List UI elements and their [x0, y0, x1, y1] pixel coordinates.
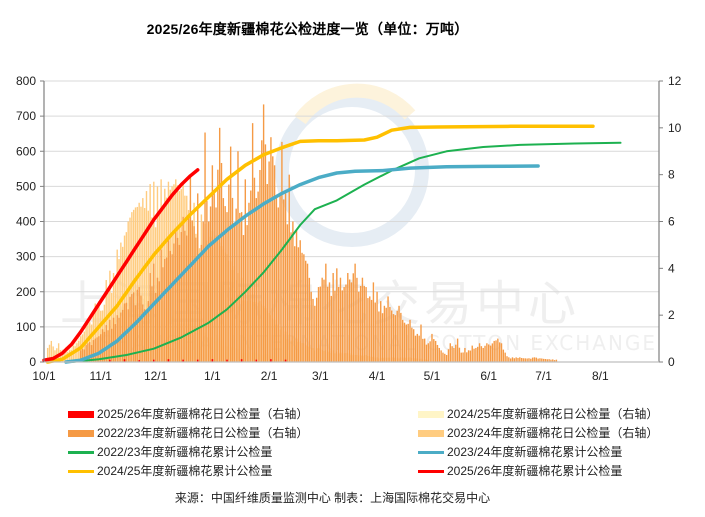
legend-item: 2023/24年度新疆棉花累计公检量	[418, 443, 622, 461]
source-note: 来源：中国纤维质量监测中心 制表：上海国际棉花交易中心	[0, 489, 705, 506]
y-right-tick-label: 2	[668, 308, 675, 322]
legend-label: 2022/23年度新疆棉花累计公检量	[97, 445, 273, 459]
y-right-tick-label: 0	[668, 355, 675, 369]
legend-item: 2024/25年度新疆棉花日公检量（右轴）	[418, 405, 658, 423]
x-tick-label: 3/1	[312, 369, 329, 383]
chart-plot: 上海国际棉花交易中心SHANGHAI INTERNATIONAL COTTON …	[16, 74, 682, 383]
x-tick-label: 4/1	[369, 369, 386, 383]
cumulative-line	[64, 164, 540, 364]
cumulative-line	[42, 168, 200, 362]
legend-line-swatch-icon	[418, 470, 444, 474]
legend-item: 2024/25年度新疆棉花累计公检量	[68, 462, 272, 480]
y-left-tick-label: 300	[16, 250, 36, 264]
x-tick-label: 10/1	[32, 369, 56, 383]
y-left-tick-label: 500	[16, 179, 36, 193]
chart-title-text: 2025/26年度新疆棉花公检进度一览（单位：万吨）	[146, 21, 469, 37]
legend-label: 2025/26年度新疆棉花日公检量（右轴）	[97, 407, 309, 421]
legend-bar-swatch-icon	[68, 430, 94, 438]
cumulative-lines	[42, 124, 622, 364]
legend-label: 2024/25年度新疆棉花日公检量（右轴）	[447, 407, 659, 421]
legend-bar-swatch-icon	[418, 430, 444, 438]
legend-label: 2024/25年度新疆棉花累计公检量	[97, 464, 273, 478]
legend-label: 2022/23年度新疆棉花日公检量（右轴）	[97, 426, 309, 440]
legend-item: 2023/24年度新疆棉花日公检量（右轴）	[418, 424, 658, 442]
legend-bar-swatch-icon	[68, 411, 94, 419]
legend-label: 2023/24年度新疆棉花累计公检量	[447, 445, 623, 459]
axes: 0 100 200 300 400 500 600 700 800 0 2 4 6 8 10 12 10/1 11…	[16, 74, 682, 383]
y-right-tick-label: 4	[668, 261, 675, 275]
x-tick-label: 5/1	[424, 369, 441, 383]
legend-item: 2022/23年度新疆棉花累计公检量	[68, 443, 272, 461]
x-tick-label: 11/1	[89, 369, 112, 383]
legend-item: 2025/26年度新疆棉花日公检量（右轴）	[68, 405, 308, 423]
y-right-tick-label: 6	[668, 215, 675, 229]
legend-bar-swatch-icon	[418, 411, 444, 419]
y-left-tick-label: 400	[16, 215, 36, 229]
y-left-tick-label: 800	[16, 74, 36, 88]
legend-label: 2023/24年度新疆棉花日公检量（右轴）	[447, 426, 659, 440]
y-left-tick-label: 200	[16, 285, 36, 299]
legend-line-swatch-icon	[68, 451, 94, 455]
legend-item: 2025/26年度新疆棉花累计公检量	[418, 462, 622, 480]
chart-title: 2025/26年度新疆棉花公检进度一览（单位：万吨）	[0, 19, 705, 39]
y-right-tick-label: 8	[668, 168, 675, 182]
y-right-tick-label: 12	[668, 74, 682, 88]
x-tick-label: 12/1	[144, 369, 168, 383]
cumulative-line	[45, 124, 595, 364]
watermark-logo-arc-icon	[294, 83, 416, 125]
x-tick-label: 8/1	[592, 369, 609, 383]
y-left-tick-label: 700	[16, 109, 36, 123]
legend-label: 2025/26年度新疆棉花累计公检量	[447, 464, 623, 478]
x-tick-label: 1/1	[204, 369, 221, 383]
source-text: 来源：中国纤维质量监测中心 制表：上海国际棉花交易中心	[174, 491, 491, 505]
x-tick-label: 6/1	[480, 369, 497, 383]
y-right-tick-label: 10	[668, 121, 682, 135]
legend-item: 2022/23年度新疆棉花日公检量（右轴）	[68, 424, 308, 442]
x-tick-label: 2/1	[261, 369, 278, 383]
y-left-tick-label: 0	[29, 355, 36, 369]
y-left-tick-label: 100	[16, 320, 36, 334]
cumulative-line	[70, 141, 622, 363]
y-left-tick-label: 600	[16, 144, 36, 158]
legend-line-swatch-icon	[68, 470, 94, 474]
legend-line-swatch-icon	[418, 451, 444, 455]
x-tick-label: 7/1	[535, 369, 552, 383]
